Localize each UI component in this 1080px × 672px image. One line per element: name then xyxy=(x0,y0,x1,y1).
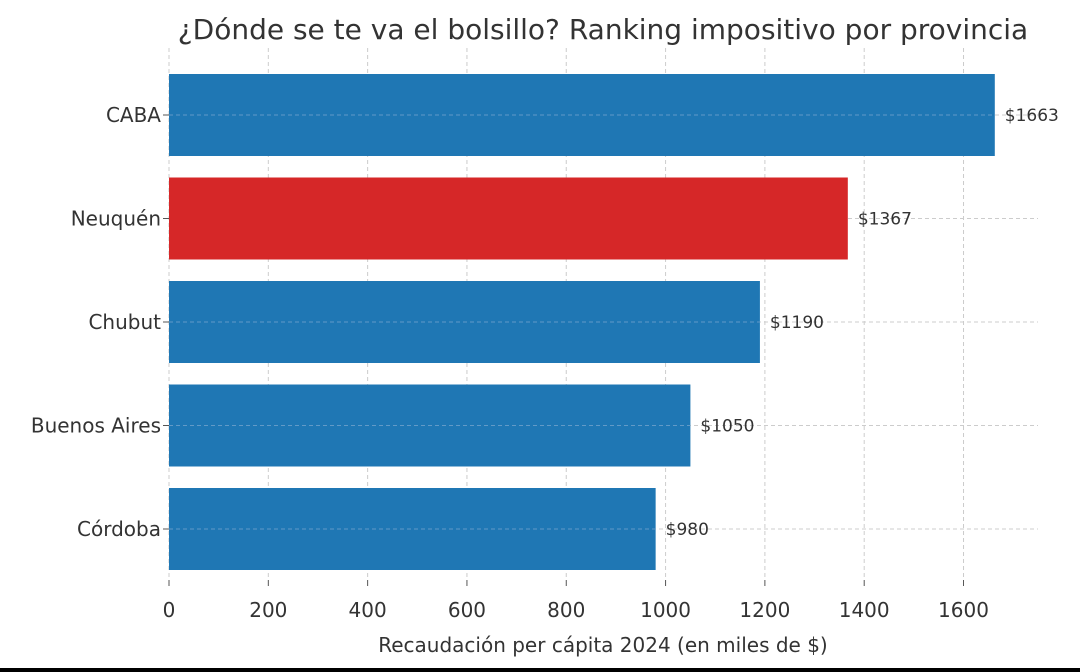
bottom-border xyxy=(0,668,1080,672)
category-label: CABA xyxy=(106,103,161,127)
value-labels: $1663 $1367 $1190 $1050 $980 xyxy=(666,106,1059,540)
x-tick-label: 800 xyxy=(547,598,585,622)
bar-córdoba xyxy=(169,488,656,570)
x-tick-label: 1200 xyxy=(739,598,790,622)
y-axis: CABA Neuquén Chubut Buenos Aires Córdoba xyxy=(31,103,169,541)
category-label: Chubut xyxy=(88,310,161,334)
value-label: $1367 xyxy=(858,210,912,230)
x-tick-label: 200 xyxy=(249,598,287,622)
bars xyxy=(169,74,995,570)
value-label: $980 xyxy=(666,520,709,540)
x-tick-label: 1600 xyxy=(938,598,989,622)
category-label: Córdoba xyxy=(77,517,161,541)
value-label: $1050 xyxy=(700,417,754,437)
x-tick-label: 600 xyxy=(448,598,486,622)
x-tick-label: 400 xyxy=(349,598,387,622)
x-axis: 0 200 400 600 800 1000 1200 1400 1600 xyxy=(163,580,989,622)
category-label: Neuquén xyxy=(71,207,161,231)
value-label: $1663 xyxy=(1005,106,1059,126)
x-axis-label: Recaudación per cápita 2024 (en miles de… xyxy=(378,633,828,657)
x-tick-label: 1000 xyxy=(640,598,691,622)
value-label: $1190 xyxy=(770,313,824,333)
chart-title: ¿Dónde se te va el bolsillo? Ranking imp… xyxy=(178,13,1028,46)
x-tick-label: 0 xyxy=(163,598,176,622)
x-tick-label: 1400 xyxy=(839,598,890,622)
bar-neuquén xyxy=(169,177,848,260)
category-label: Buenos Aires xyxy=(31,414,161,438)
